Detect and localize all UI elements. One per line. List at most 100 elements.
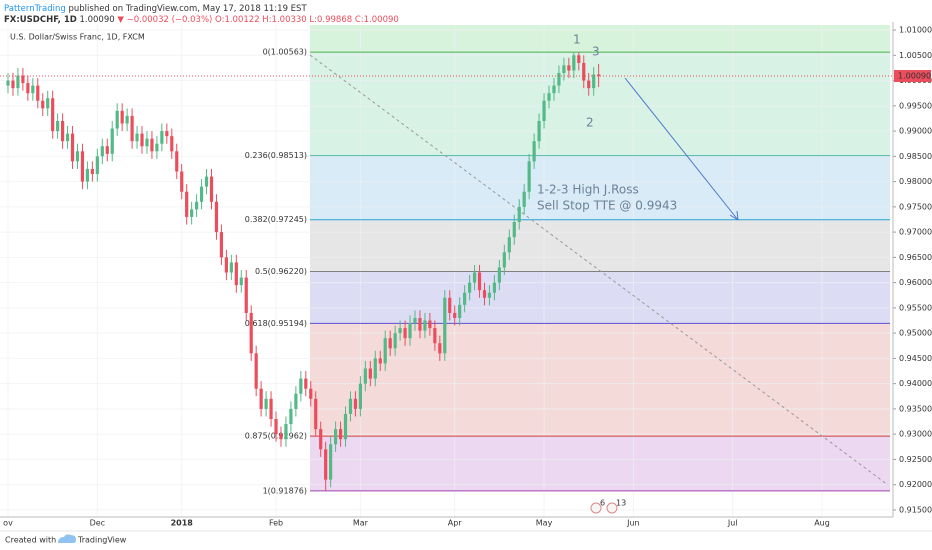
candle-body [70, 133, 75, 162]
candle-body [517, 206, 521, 223]
candle-body [239, 277, 243, 286]
candle-body [51, 98, 55, 132]
x-tick-label: ov [3, 519, 13, 528]
candle-body [85, 168, 90, 182]
candle-body [463, 292, 467, 305]
candle-body [110, 128, 114, 154]
x-tick-label: 2018 [171, 519, 194, 528]
candle-body [368, 368, 372, 379]
candle-body [408, 323, 412, 339]
candle-body [234, 262, 238, 286]
x-tick-label: May [536, 519, 553, 528]
x-tick-label: Dec [90, 519, 105, 528]
candle-body [393, 333, 397, 349]
event-count: 6 [600, 499, 605, 508]
price: 1.00090 [80, 15, 115, 25]
candle-body [378, 358, 382, 364]
fib-zone [310, 271, 890, 324]
x-tick-label: Mar [353, 519, 369, 528]
candle-body [547, 93, 551, 101]
candle-body [358, 383, 363, 409]
candle-body [224, 257, 228, 273]
candle-body [249, 312, 253, 354]
candle-body [532, 141, 536, 162]
candle-body [125, 115, 129, 124]
candle-body [26, 83, 30, 94]
arrow-head [729, 210, 739, 221]
header-line: PatternTrading published on TradingView.… [4, 4, 307, 14]
down-icon: ▼ [117, 15, 124, 25]
y-tick-label: 0.99000 [899, 127, 932, 136]
candle-body [502, 252, 506, 268]
candle-body [512, 222, 516, 238]
candle-body [324, 449, 328, 480]
author[interactable]: PatternTrading [4, 4, 66, 14]
candle-body [180, 171, 184, 192]
fib-zone [310, 25, 890, 53]
symbol: FX:USDCHF, 1D [4, 15, 77, 25]
brand[interactable]: TradingView [77, 536, 127, 545]
fib-zone [310, 52, 890, 156]
candle-body [418, 317, 422, 331]
candle-body [279, 434, 283, 440]
candle-body [458, 304, 462, 318]
fib-label: 0.382(0.97245) [245, 215, 307, 224]
y-tick-label: 0.99500 [899, 101, 932, 110]
fib-label: 0(1.00563) [263, 48, 307, 57]
y-tick-label: 0.93500 [899, 404, 932, 413]
candle-body [557, 72, 561, 86]
candle-body [343, 413, 348, 440]
x-tick-label: Apr [448, 519, 463, 528]
candle-body [304, 378, 308, 389]
x-tick-label: Jul [727, 519, 738, 528]
annotation: 1 [573, 33, 581, 47]
created-with: Created with [5, 536, 56, 545]
y-tick-label: 0.91500 [899, 505, 932, 514]
candle-body [383, 338, 387, 364]
candle-body [507, 237, 511, 253]
annotation: 2 [586, 116, 594, 130]
published: published on TradingView.com, May 17, 20… [68, 4, 307, 14]
fib-label: 0.618(0.95194) [245, 319, 307, 328]
candle-body [75, 151, 80, 162]
candle-body [542, 100, 546, 121]
y-tick-label: 0.98000 [899, 177, 932, 186]
candle-body [329, 444, 333, 480]
candle-body [244, 277, 248, 313]
trend-line [309, 54, 889, 486]
y-tick-label: 0.93000 [899, 430, 932, 439]
candle-body [95, 156, 99, 175]
x-tick-label: Feb [269, 519, 283, 528]
event-icon [606, 502, 618, 514]
candle-body [269, 398, 273, 420]
candle-body [453, 312, 457, 318]
fib-zone [310, 436, 890, 491]
candle-body [6, 80, 10, 86]
candle-body [587, 80, 591, 89]
candle-body [284, 424, 288, 440]
candle-body [155, 143, 159, 152]
event-count: 13 [616, 499, 626, 508]
candle-body [16, 75, 20, 89]
symbol-line: FX:USDCHF, 1D 1.00090 ▼ −0.00032 (−0.03%… [4, 15, 399, 25]
candle-body [80, 151, 85, 182]
candle-body [363, 368, 367, 384]
chart-title: U.S. Dollar/Swiss Franc, 1D, FXCM [10, 33, 145, 42]
candle-body [259, 388, 263, 409]
event-icon [590, 502, 602, 514]
candle-body [497, 267, 501, 283]
candle-body [294, 393, 298, 409]
plot: 0.91500 0.92000 0.92500 0.93000 0.93500 0.940… [0, 22, 932, 528]
candle-body [254, 353, 258, 389]
candle-body [170, 136, 174, 152]
candle-body [165, 131, 169, 137]
candle-body [448, 297, 452, 313]
candle-body [522, 191, 526, 207]
candle-body [338, 429, 343, 440]
candle-body [229, 262, 233, 273]
candle-body [274, 419, 278, 435]
y-tick-label: 0.97000 [899, 228, 932, 237]
x-tick-label: Aug [814, 519, 830, 528]
candle-body [443, 297, 447, 354]
candle-body [11, 80, 15, 89]
